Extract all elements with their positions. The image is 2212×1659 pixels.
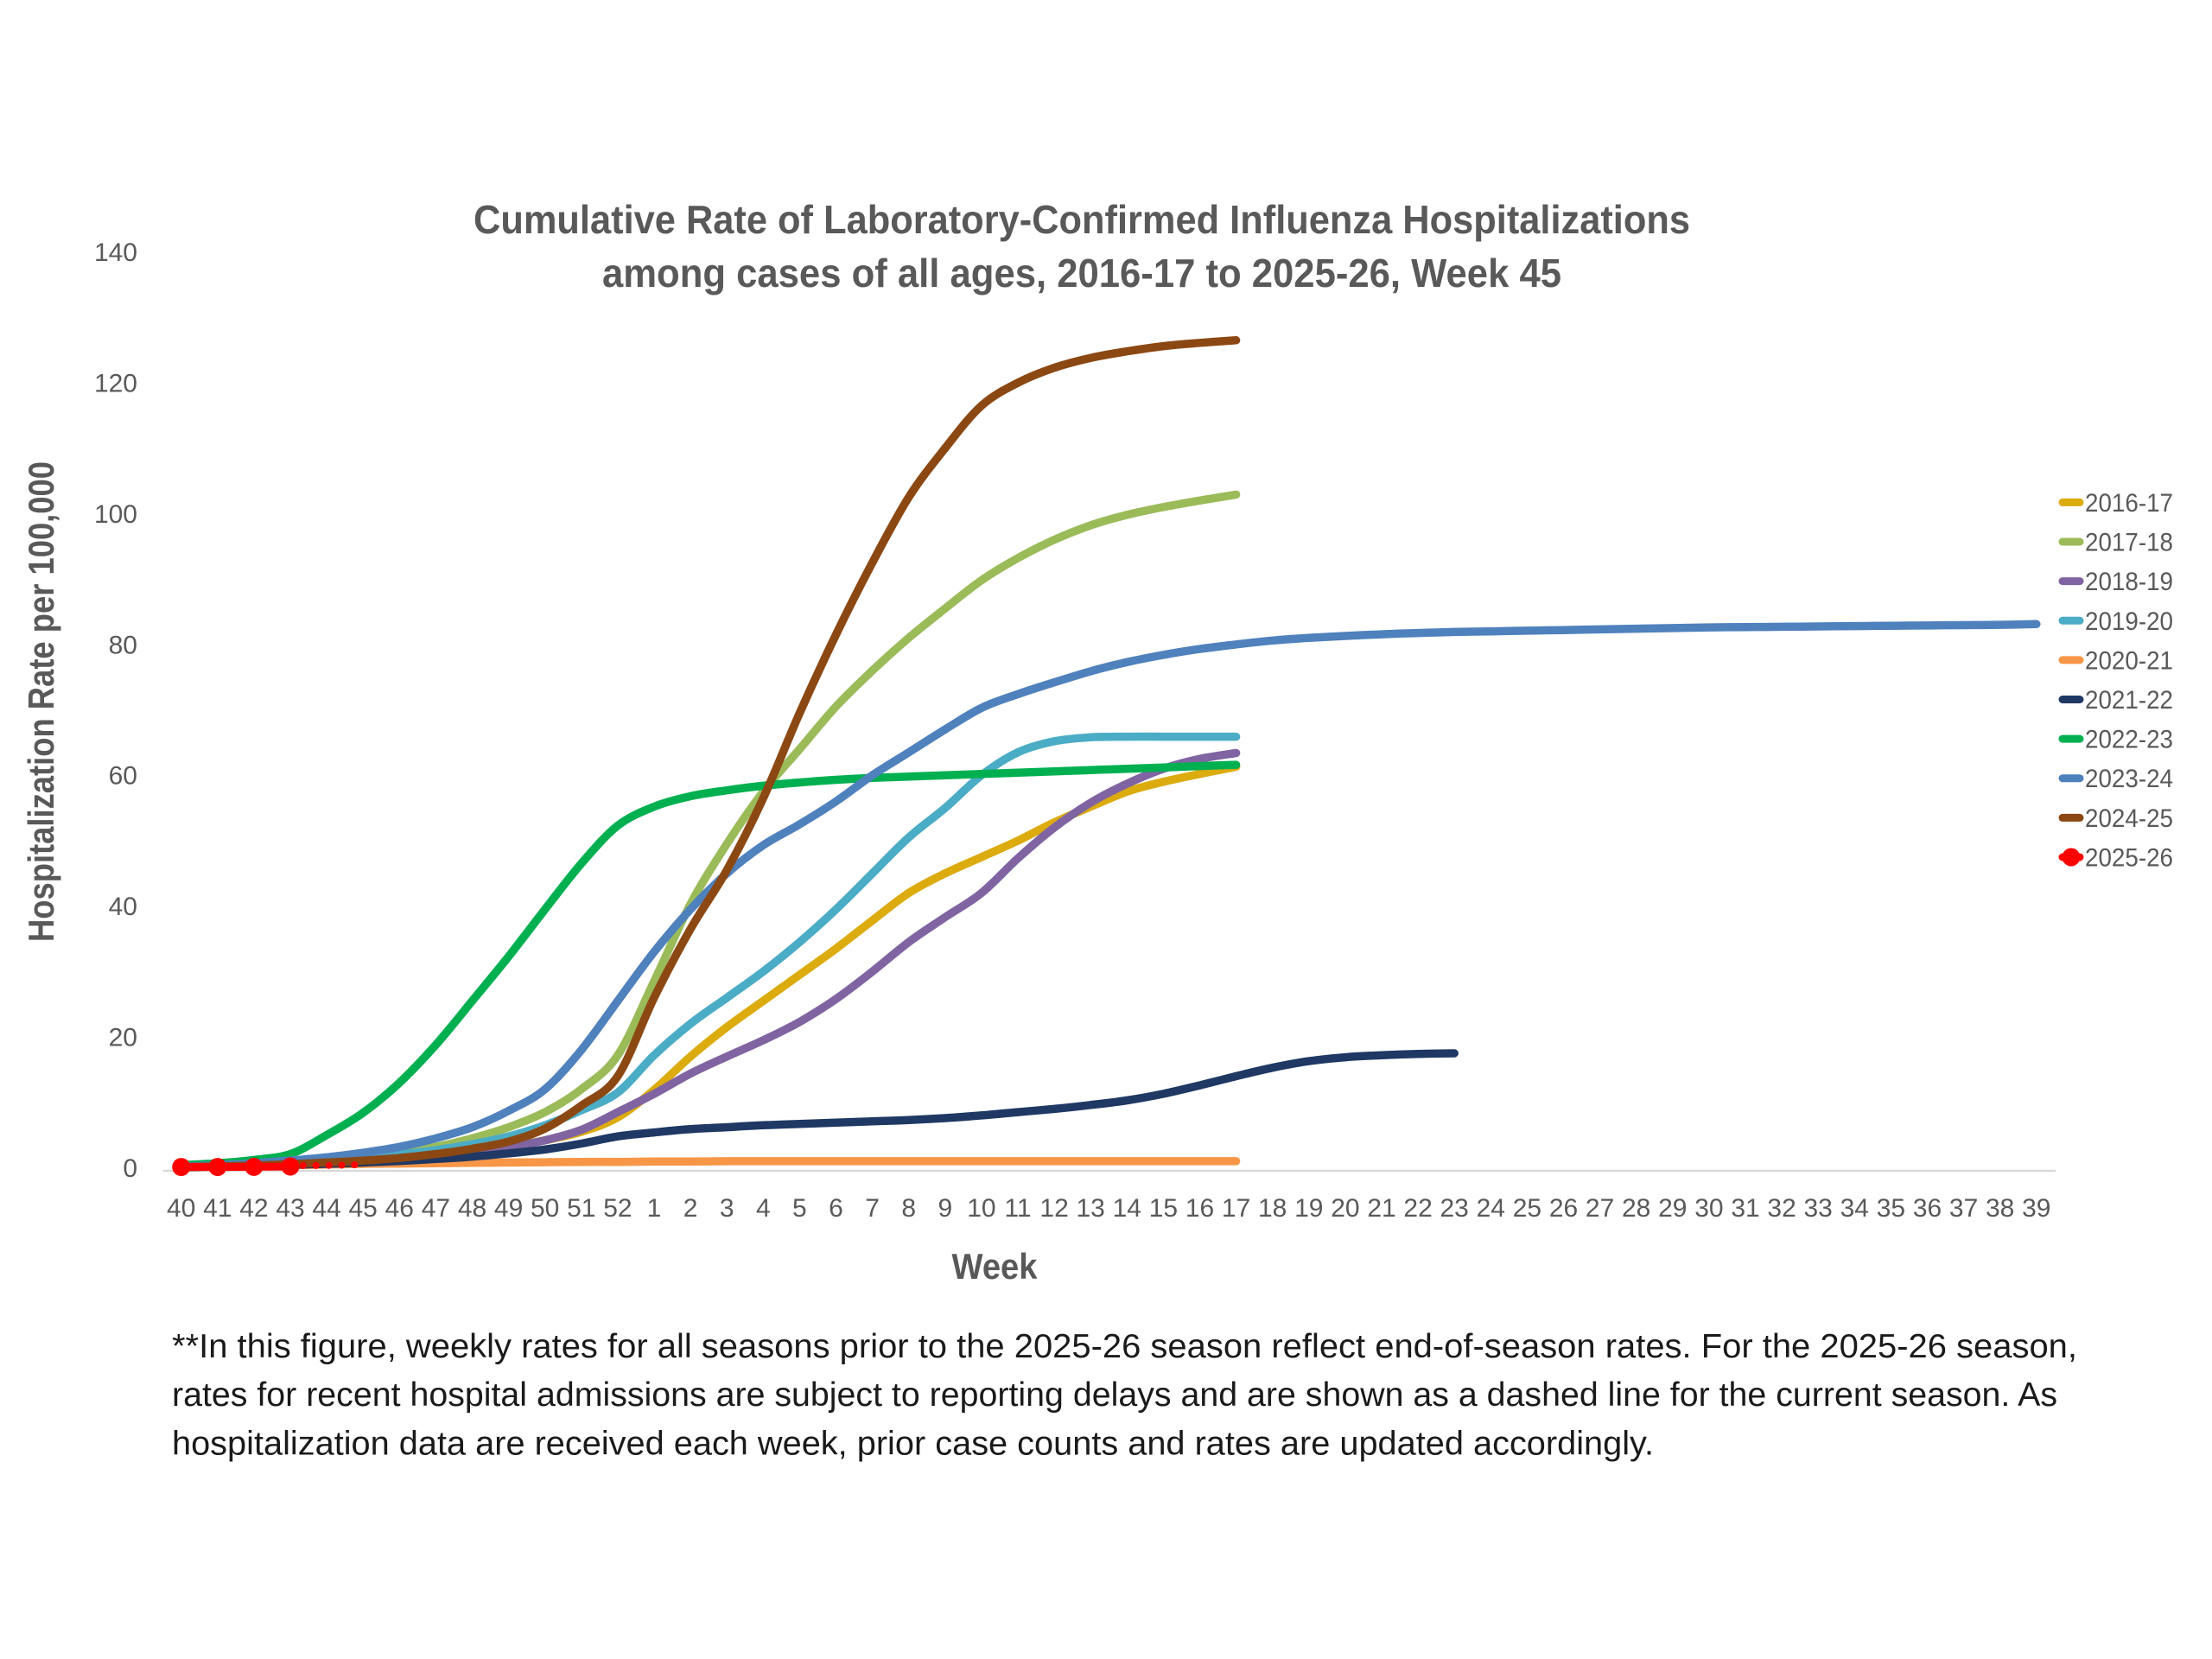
svg-text:4: 4 xyxy=(756,1194,771,1223)
svg-text:1: 1 xyxy=(647,1194,662,1223)
svg-text:37: 37 xyxy=(1949,1194,1978,1223)
svg-text:Week: Week xyxy=(952,1246,1039,1287)
svg-text:36: 36 xyxy=(1913,1194,1942,1223)
svg-text:2023-24: 2023-24 xyxy=(2085,765,2173,793)
svg-text:7: 7 xyxy=(865,1194,880,1223)
svg-text:12: 12 xyxy=(1039,1194,1068,1223)
svg-text:33: 33 xyxy=(1804,1194,1833,1223)
svg-text:32: 32 xyxy=(1767,1194,1796,1223)
svg-text:hospitalization data are recei: hospitalization data are received each w… xyxy=(172,1426,1654,1463)
svg-text:2017-18: 2017-18 xyxy=(2085,529,2173,557)
svg-text:40: 40 xyxy=(167,1194,195,1223)
svg-text:120: 120 xyxy=(94,370,137,398)
svg-text:19: 19 xyxy=(1294,1194,1323,1223)
svg-text:23: 23 xyxy=(1440,1194,1469,1223)
svg-text:34: 34 xyxy=(1840,1194,1869,1223)
svg-text:27: 27 xyxy=(1586,1194,1614,1223)
svg-text:45: 45 xyxy=(349,1194,378,1223)
svg-text:16: 16 xyxy=(1185,1194,1214,1223)
svg-text:30: 30 xyxy=(1694,1194,1723,1223)
svg-text:14: 14 xyxy=(1113,1194,1141,1223)
svg-text:42: 42 xyxy=(239,1194,268,1223)
svg-text:52: 52 xyxy=(603,1194,632,1223)
svg-text:6: 6 xyxy=(829,1194,843,1223)
svg-text:3: 3 xyxy=(720,1194,734,1223)
svg-text:100: 100 xyxy=(94,500,137,529)
svg-text:25: 25 xyxy=(1513,1194,1541,1223)
svg-text:11: 11 xyxy=(1004,1194,1031,1223)
svg-text:18: 18 xyxy=(1258,1194,1287,1223)
svg-text:22: 22 xyxy=(1403,1194,1432,1223)
svg-text:2020-21: 2020-21 xyxy=(2085,646,2173,675)
svg-text:rates for recent hospital admi: rates for recent hospital admissions are… xyxy=(172,1376,2057,1414)
svg-text:40: 40 xyxy=(109,893,137,921)
svg-text:17: 17 xyxy=(1222,1194,1250,1223)
svg-text:20: 20 xyxy=(109,1024,137,1052)
svg-text:49: 49 xyxy=(494,1194,523,1223)
svg-text:29: 29 xyxy=(1658,1194,1687,1223)
svg-text:among cases of all ages, 2016-: among cases of all ages, 2016-17 to 2025… xyxy=(602,251,1561,296)
svg-text:20: 20 xyxy=(1331,1194,1359,1223)
svg-text:2022-23: 2022-23 xyxy=(2085,726,2173,754)
svg-text:28: 28 xyxy=(1622,1194,1650,1223)
svg-text:24: 24 xyxy=(1477,1194,1505,1223)
svg-text:13: 13 xyxy=(1077,1194,1105,1223)
svg-text:2021-22: 2021-22 xyxy=(2085,686,2173,715)
svg-text:2024-25: 2024-25 xyxy=(2085,804,2173,833)
svg-text:38: 38 xyxy=(1986,1194,2014,1223)
svg-text:21: 21 xyxy=(1367,1194,1395,1223)
svg-text:35: 35 xyxy=(1877,1194,1905,1223)
svg-text:48: 48 xyxy=(458,1194,486,1223)
svg-text:0: 0 xyxy=(123,1154,137,1183)
svg-text:**In this figure, weekly rates: **In this figure, weekly rates for all s… xyxy=(172,1328,2077,1365)
svg-text:51: 51 xyxy=(567,1194,595,1223)
svg-text:5: 5 xyxy=(792,1194,807,1223)
svg-text:9: 9 xyxy=(938,1194,952,1223)
svg-text:50: 50 xyxy=(531,1194,559,1223)
svg-text:2: 2 xyxy=(683,1194,698,1223)
svg-text:26: 26 xyxy=(1549,1194,1578,1223)
svg-text:8: 8 xyxy=(901,1194,916,1223)
svg-text:46: 46 xyxy=(385,1194,414,1223)
svg-text:2019-20: 2019-20 xyxy=(2085,607,2173,636)
svg-text:Cumulative Rate of Laboratory-: Cumulative Rate of Laboratory-Confirmed … xyxy=(474,197,1690,242)
svg-text:43: 43 xyxy=(276,1194,304,1223)
svg-text:80: 80 xyxy=(109,631,137,659)
svg-text:15: 15 xyxy=(1149,1194,1178,1223)
svg-text:47: 47 xyxy=(422,1194,450,1223)
svg-text:44: 44 xyxy=(312,1194,340,1223)
svg-text:39: 39 xyxy=(2022,1194,2050,1223)
svg-text:2025-26: 2025-26 xyxy=(2085,844,2173,873)
svg-text:Hospitalization Rate per 100,0: Hospitalization Rate per 100,000 xyxy=(21,461,61,942)
svg-text:140: 140 xyxy=(94,238,137,267)
svg-text:31: 31 xyxy=(1731,1194,1759,1223)
svg-text:10: 10 xyxy=(967,1194,995,1223)
svg-text:2018-19: 2018-19 xyxy=(2085,568,2173,596)
svg-text:2016-17: 2016-17 xyxy=(2085,489,2173,518)
svg-text:60: 60 xyxy=(109,762,137,791)
svg-text:41: 41 xyxy=(203,1194,232,1223)
